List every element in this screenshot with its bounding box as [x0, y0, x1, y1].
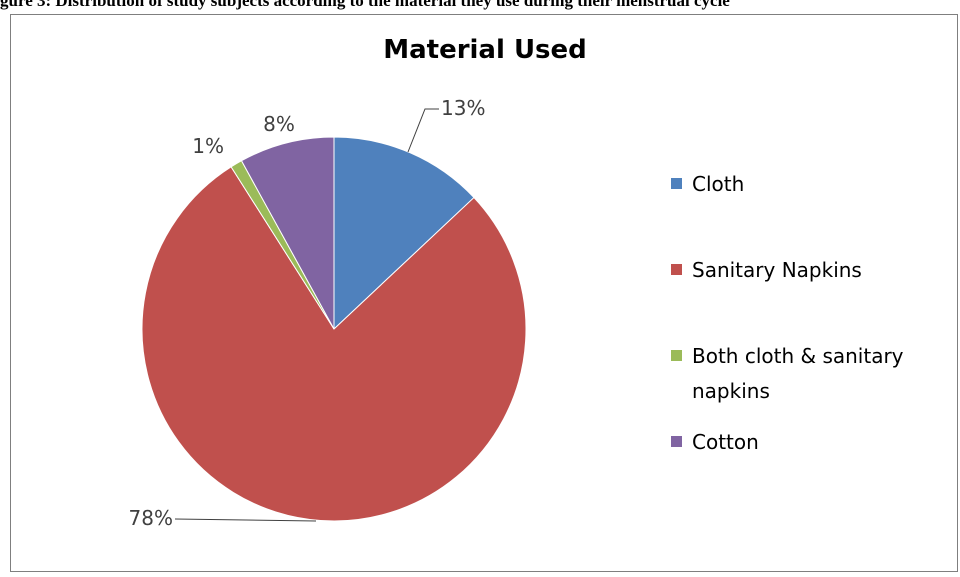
legend-label-sanitary-napkins: Sanitary Napkins	[692, 258, 862, 282]
legend-label-cotton: Cotton	[692, 430, 759, 454]
chart-title: Material Used	[383, 35, 587, 65]
pie-slice-cotton	[240, 136, 335, 330]
chart-area: Material Used 13% 78% 1% 8% Cloth Sanitary N…	[10, 14, 958, 572]
leader-line-sanitary-napkins	[174, 518, 317, 522]
data-label-cloth: 13%	[441, 96, 485, 120]
data-label-both-cloth-and-sanitary-napkins: 1%	[192, 134, 224, 158]
legend-swatch-sanitary-napkins	[671, 264, 682, 275]
legend-label-cloth: Cloth	[692, 172, 744, 196]
pie-slice-sanitary-napkins	[141, 166, 527, 522]
leader-line-cloth	[407, 108, 439, 153]
data-label-cotton: 8%	[263, 112, 295, 136]
figure-caption: gure 3: Distribution of study subjects a…	[0, 0, 730, 10]
legend-swatch-both-cloth-and-sanitary-napkins	[671, 350, 682, 361]
legend-swatch-cloth	[671, 178, 682, 189]
pie-chart: 13% 78% 1% 8% Cloth Sanitary Napkins Both clo…	[129, 96, 904, 530]
legend-label-both-cloth-and-sanitary-napkins: Both cloth & sanitary napkins	[692, 344, 904, 403]
legend-swatch-cotton	[671, 436, 682, 447]
data-label-sanitary-napkins: 78%	[129, 506, 173, 530]
pie-slice-cloth	[333, 136, 475, 331]
